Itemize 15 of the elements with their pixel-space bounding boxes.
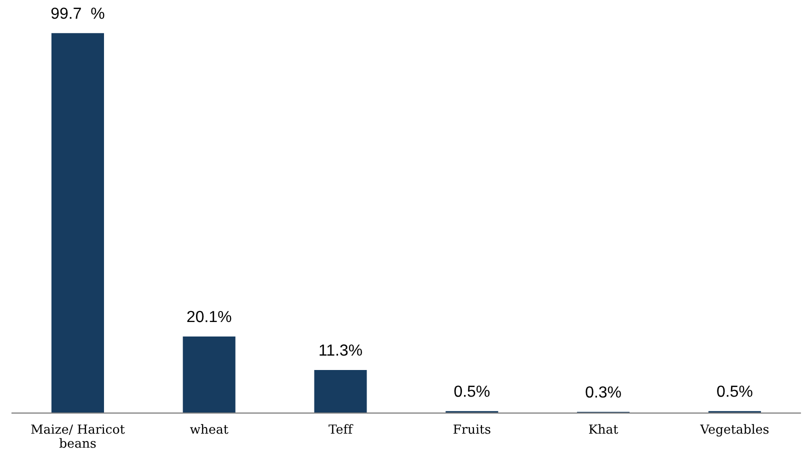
data-label: 11.3% (320, 344, 362, 356)
data-label: 0.3% (586, 386, 621, 398)
bar (314, 370, 367, 414)
x-tick-label: Maize/ Haricot beans (31, 424, 125, 448)
x-tick-label: wheat (190, 424, 228, 434)
bar (51, 33, 104, 414)
x-tick-label: Fruits (454, 424, 490, 434)
data-label: 99.7 % (51, 8, 104, 19)
x-tick-label: Vegetables (700, 424, 769, 436)
bar (182, 336, 236, 414)
x-tick-label: Teff (328, 424, 354, 434)
data-label: 0.5% (717, 386, 752, 397)
data-label: 20.1% (187, 310, 232, 322)
data-label: 0.5% (454, 386, 490, 397)
x-tick-label: Khat (589, 424, 618, 434)
